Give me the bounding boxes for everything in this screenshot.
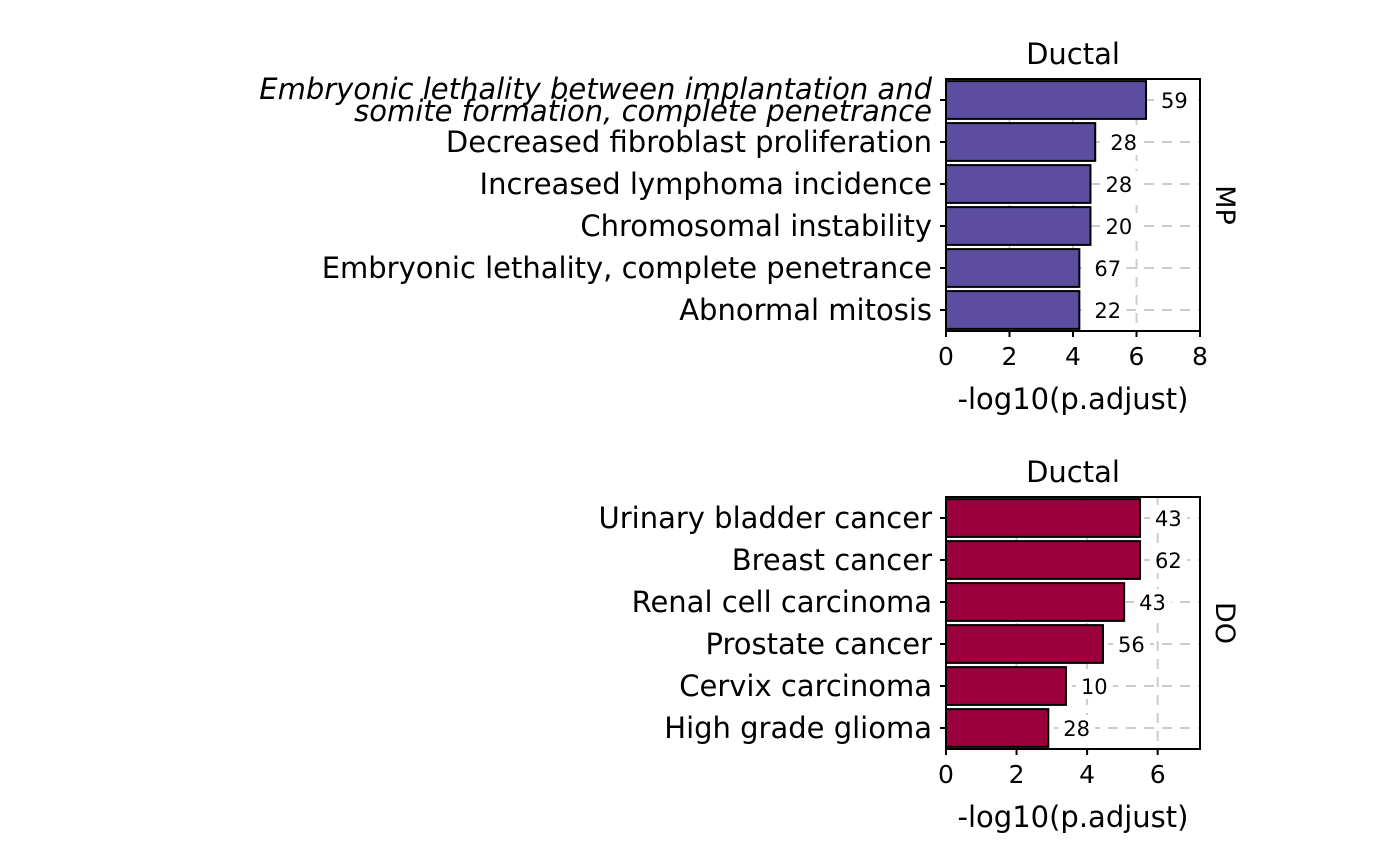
category-label: Chromosomal instability <box>580 209 932 243</box>
bar <box>945 290 1081 330</box>
count-label-bg <box>1100 213 1138 239</box>
category-label: somite formation, complete penetrance <box>354 94 932 128</box>
bar <box>945 248 1081 288</box>
category-label: Cervix carcinoma <box>679 669 932 703</box>
count-label: 22 <box>1094 299 1121 323</box>
count-label-bg <box>1089 297 1127 323</box>
count-label-bg <box>1058 715 1096 741</box>
x-tick-label: 4 <box>1079 760 1095 789</box>
x-tick-label: 6 <box>1129 342 1145 371</box>
bar <box>945 164 1092 204</box>
category-label: Abnormal mitosis <box>679 293 932 327</box>
x-axis-label: -log10(p.adjust) <box>958 382 1189 416</box>
count-label: 56 <box>1118 633 1145 657</box>
count-label-bg <box>1156 87 1194 113</box>
category-label: Embryonic lethality between implantation… <box>259 72 932 106</box>
count-label: 62 <box>1155 549 1182 573</box>
bar <box>945 498 1142 538</box>
facet-label-do: DO <box>1209 602 1240 644</box>
count-label: 43 <box>1155 507 1182 531</box>
x-tick-label: 0 <box>938 760 954 789</box>
x-tick-label: 8 <box>1192 342 1208 371</box>
x-tick-label: 0 <box>938 342 954 371</box>
count-label: 43 <box>1139 591 1166 615</box>
plot-frame <box>945 496 1201 750</box>
bar <box>945 540 1142 580</box>
bar <box>945 80 1148 120</box>
count-label-bg <box>1112 631 1150 657</box>
bar <box>945 708 1050 748</box>
category-label: Embryonic lethality, complete penetrance <box>322 251 932 285</box>
category-label: Increased lymphoma incidence <box>480 167 932 201</box>
count-label: 28 <box>1063 717 1090 741</box>
x-axis-label: -log10(p.adjust) <box>958 800 1189 834</box>
count-label: 67 <box>1094 257 1121 281</box>
count-label: 28 <box>1105 173 1132 197</box>
category-label: Prostate cancer <box>706 627 933 661</box>
facet-label-mp: MP <box>1209 185 1240 225</box>
bar <box>945 624 1104 664</box>
bar <box>945 666 1067 706</box>
category-label: Renal cell carcinoma <box>632 585 932 619</box>
count-label-bg <box>1150 505 1188 531</box>
bar <box>945 582 1126 622</box>
category-label: High grade glioma <box>664 711 932 745</box>
panel-title: Ductal <box>1026 37 1120 71</box>
category-label: Breast cancer <box>732 543 932 577</box>
count-label-bg <box>1134 589 1172 615</box>
count-label-bg <box>1100 171 1138 197</box>
category-label: Decreased fibroblast proliferation <box>446 125 932 159</box>
x-tick-label: 6 <box>1150 760 1166 789</box>
x-tick-label: 2 <box>1009 760 1025 789</box>
panel-title: Ductal <box>1026 455 1120 489</box>
bar <box>945 122 1097 162</box>
count-label-bg <box>1105 129 1143 155</box>
count-label: 20 <box>1105 215 1132 239</box>
count-label: 59 <box>1161 89 1188 113</box>
count-label: 28 <box>1110 131 1137 155</box>
bar <box>945 206 1092 246</box>
count-label-bg <box>1089 255 1127 281</box>
panel-mp: 59 Embryonic lethality between implantati… <box>259 37 1240 416</box>
count-label: 10 <box>1081 675 1108 699</box>
x-tick-label: 4 <box>1065 342 1081 371</box>
x-tick-label: 2 <box>1002 342 1018 371</box>
count-label-bg <box>1075 673 1113 699</box>
category-label: Urinary bladder cancer <box>599 501 933 535</box>
count-label-bg <box>1150 547 1188 573</box>
